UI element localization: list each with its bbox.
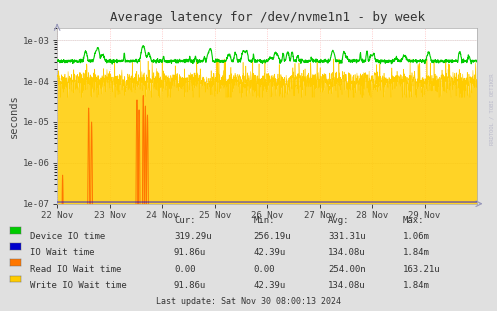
Text: IO Wait time: IO Wait time [30,248,94,258]
Text: 91.86u: 91.86u [174,281,206,290]
Text: 134.08u: 134.08u [328,281,366,290]
Text: 254.00n: 254.00n [328,265,366,274]
Text: 0.00: 0.00 [174,265,195,274]
Text: Last update: Sat Nov 30 08:00:13 2024: Last update: Sat Nov 30 08:00:13 2024 [156,297,341,306]
Text: Write IO Wait time: Write IO Wait time [30,281,127,290]
Text: 0.00: 0.00 [253,265,275,274]
Text: Read IO Wait time: Read IO Wait time [30,265,121,274]
Text: RRDTOOL / TOBI OETIKER: RRDTOOL / TOBI OETIKER [490,73,495,145]
Text: 134.08u: 134.08u [328,248,366,258]
Text: 319.29u: 319.29u [174,232,212,241]
Text: Cur:: Cur: [174,216,195,225]
Text: 256.19u: 256.19u [253,232,291,241]
Text: 163.21u: 163.21u [403,265,440,274]
Title: Average latency for /dev/nvme1n1 - by week: Average latency for /dev/nvme1n1 - by we… [110,11,424,24]
Text: 1.84m: 1.84m [403,248,429,258]
Text: Avg:: Avg: [328,216,349,225]
Text: 331.31u: 331.31u [328,232,366,241]
Text: 42.39u: 42.39u [253,248,286,258]
Text: 42.39u: 42.39u [253,281,286,290]
Text: Max:: Max: [403,216,424,225]
Text: Min:: Min: [253,216,275,225]
Text: Device IO time: Device IO time [30,232,105,241]
Y-axis label: seconds: seconds [9,94,19,138]
Text: 1.84m: 1.84m [403,281,429,290]
Text: 91.86u: 91.86u [174,248,206,258]
Text: 1.06m: 1.06m [403,232,429,241]
